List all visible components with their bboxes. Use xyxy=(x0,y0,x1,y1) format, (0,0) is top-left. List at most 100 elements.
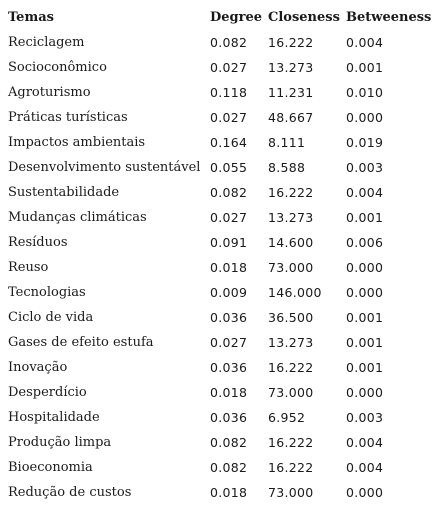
betweenness-cell: 0.000 xyxy=(346,385,384,400)
betweenness-cell: 0.001 xyxy=(346,60,384,75)
betweenness-cell: 0.003 xyxy=(346,410,384,425)
table-row: Práticas turísticas 0.027 48.667 0.000 xyxy=(0,105,435,130)
table-row: Ciclo de vida 0.036 36.500 0.001 xyxy=(0,305,435,330)
betweenness-cell: 0.000 xyxy=(346,485,384,500)
header-betweenness: Betweeness xyxy=(346,9,432,25)
degree-cell: 0.036 xyxy=(210,410,248,425)
degree-cell: 0.082 xyxy=(210,35,248,50)
table-row: Produção limpa 0.082 16.222 0.004 xyxy=(0,430,435,455)
topic-cell: Inovação xyxy=(8,360,68,375)
topic-cell: Hospitalidade xyxy=(8,410,100,425)
betweenness-cell: 0.004 xyxy=(346,35,384,50)
closeness-cell: 73.000 xyxy=(268,485,314,500)
closeness-cell: 6.952 xyxy=(268,410,306,425)
degree-cell: 0.082 xyxy=(210,435,248,450)
table-row: Impactos ambientais 0.164 8.111 0.019 xyxy=(0,130,435,155)
degree-cell: 0.018 xyxy=(210,385,248,400)
table-row: Tecnologias 0.009 146.000 0.000 xyxy=(0,280,435,305)
degree-cell: 0.036 xyxy=(210,360,248,375)
table-row: Hospitalidade 0.036 6.952 0.003 xyxy=(0,405,435,430)
topic-cell: Práticas turísticas xyxy=(8,110,128,125)
table-row: Resíduos 0.091 14.600 0.006 xyxy=(0,230,435,255)
closeness-cell: 8.111 xyxy=(268,135,306,150)
table-row: Desenvolvimento sustentável 0.055 8.588 0.0… xyxy=(0,155,435,180)
betweenness-cell: 0.010 xyxy=(346,85,384,100)
topic-cell: Desenvolvimento sustentável xyxy=(8,160,201,175)
betweenness-cell: 0.019 xyxy=(346,135,384,150)
topic-cell: Sustentabilidade xyxy=(8,185,120,200)
degree-cell: 0.055 xyxy=(210,160,248,175)
topic-cell: Gases de efeito estufa xyxy=(8,335,154,350)
degree-cell: 0.082 xyxy=(210,185,248,200)
topic-cell: Tecnologias xyxy=(8,285,86,300)
closeness-cell: 11.231 xyxy=(268,85,314,100)
closeness-cell: 16.222 xyxy=(268,360,314,375)
degree-cell: 0.027 xyxy=(210,335,248,350)
topic-cell: Agroturismo xyxy=(8,85,91,100)
table-row: Reuso 0.018 73.000 0.000 xyxy=(0,255,435,280)
betweenness-cell: 0.004 xyxy=(346,460,384,475)
table-row: Redução de custos 0.018 73.000 0.000 xyxy=(0,480,435,505)
topic-cell: Produção limpa xyxy=(8,435,112,450)
degree-cell: 0.082 xyxy=(210,460,248,475)
closeness-cell: 146.000 xyxy=(268,285,322,300)
topic-cell: Reciclagem xyxy=(8,35,85,50)
closeness-cell: 13.273 xyxy=(268,210,314,225)
topic-cell: Redução de custos xyxy=(8,485,132,500)
closeness-cell: 16.222 xyxy=(268,435,314,450)
table-row: Desperdício 0.018 73.000 0.000 xyxy=(0,380,435,405)
degree-cell: 0.018 xyxy=(210,485,248,500)
closeness-cell: 48.667 xyxy=(268,110,314,125)
table-row: Reciclagem 0.082 16.222 0.004 xyxy=(0,30,435,55)
topic-cell: Mudanças climáticas xyxy=(8,210,147,225)
topic-cell: Reuso xyxy=(8,260,49,275)
betweenness-cell: 0.003 xyxy=(346,160,384,175)
betweenness-cell: 0.001 xyxy=(346,310,384,325)
topic-cell: Impactos ambientais xyxy=(8,135,146,150)
centrality-table: Temas Degree Closeness Betweeness Recicl… xyxy=(0,4,435,505)
closeness-cell: 16.222 xyxy=(268,460,314,475)
table-row: Sustentabilidade 0.082 16.222 0.004 xyxy=(0,180,435,205)
betweenness-cell: 0.000 xyxy=(346,260,384,275)
topic-cell: Socioconômico xyxy=(8,60,107,75)
closeness-cell: 73.000 xyxy=(268,260,314,275)
betweenness-cell: 0.001 xyxy=(346,335,384,350)
header-topic: Temas xyxy=(8,9,54,25)
betweenness-cell: 0.001 xyxy=(346,210,384,225)
degree-cell: 0.036 xyxy=(210,310,248,325)
closeness-cell: 8.588 xyxy=(268,160,306,175)
closeness-cell: 13.273 xyxy=(268,335,314,350)
closeness-cell: 13.273 xyxy=(268,60,314,75)
betweenness-cell: 0.004 xyxy=(346,435,384,450)
topic-cell: Bioeconomia xyxy=(8,460,93,475)
table-row: Gases de efeito estufa 0.027 13.273 0.001 xyxy=(0,330,435,355)
table-body: Reciclagem 0.082 16.222 0.004 Socioconômico 0… xyxy=(0,30,435,505)
table-row: Bioeconomia 0.082 16.222 0.004 xyxy=(0,455,435,480)
betweenness-cell: 0.006 xyxy=(346,235,384,250)
closeness-cell: 16.222 xyxy=(268,185,314,200)
betweenness-cell: 0.001 xyxy=(346,360,384,375)
degree-cell: 0.018 xyxy=(210,260,248,275)
topic-cell: Ciclo de vida xyxy=(8,310,94,325)
degree-cell: 0.118 xyxy=(210,85,248,100)
header-closeness: Closeness xyxy=(268,9,340,25)
degree-cell: 0.027 xyxy=(210,60,248,75)
degree-cell: 0.091 xyxy=(210,235,248,250)
betweenness-cell: 0.004 xyxy=(346,185,384,200)
degree-cell: 0.027 xyxy=(210,210,248,225)
closeness-cell: 14.600 xyxy=(268,235,314,250)
table-row: Mudanças climáticas 0.027 13.273 0.001 xyxy=(0,205,435,230)
header-degree: Degree xyxy=(210,9,263,25)
table-header: Temas Degree Closeness Betweeness xyxy=(0,4,435,30)
table-row: Inovação 0.036 16.222 0.001 xyxy=(0,355,435,380)
closeness-cell: 36.500 xyxy=(268,310,314,325)
topic-cell: Resíduos xyxy=(8,235,68,250)
betweenness-cell: 0.000 xyxy=(346,110,384,125)
closeness-cell: 16.222 xyxy=(268,35,314,50)
header-row: Temas Degree Closeness Betweeness xyxy=(0,4,435,30)
table-row: Agroturismo 0.118 11.231 0.010 xyxy=(0,80,435,105)
topic-cell: Desperdício xyxy=(8,385,87,400)
degree-cell: 0.027 xyxy=(210,110,248,125)
degree-cell: 0.164 xyxy=(210,135,248,150)
betweenness-cell: 0.000 xyxy=(346,285,384,300)
